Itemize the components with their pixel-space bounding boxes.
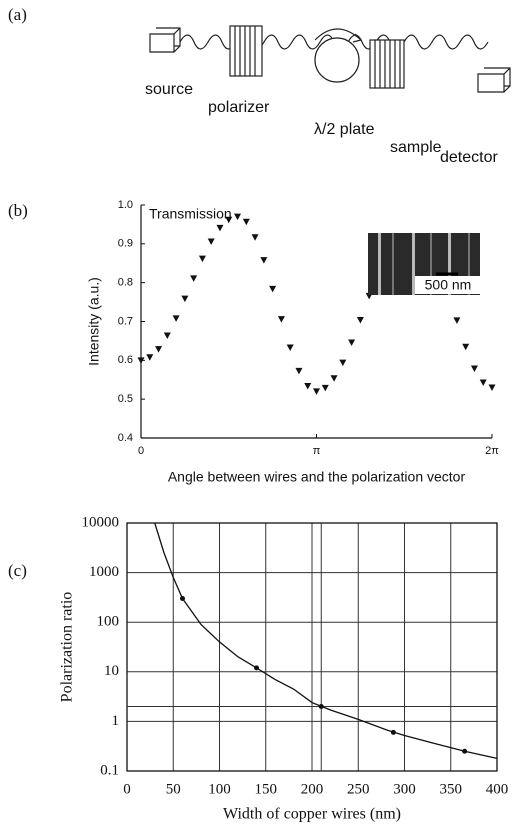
data-line [154,522,498,759]
data-point [242,218,250,226]
inset-label-bg [415,276,481,294]
x-tick-label: π [313,445,321,457]
y-tick-label: 0.5 [118,393,133,405]
data-point [260,257,268,264]
x-tick-label: 150 [255,781,278,797]
source-box [149,27,181,53]
inset-wire [412,233,415,295]
data-point [295,367,303,375]
x-tick-label: 50 [166,781,181,797]
inset-wire [430,233,432,295]
y-tick-label: 0.1 [100,762,119,778]
x-tick-label: 300 [393,781,416,797]
detector-box [477,67,511,93]
arrow-head [352,33,363,43]
data-point [225,216,233,224]
x-tick-label: 2π [485,445,499,457]
diagram-label: detector [440,149,498,166]
sample [369,39,405,89]
polarizer-lines [234,26,256,76]
data-point [390,729,396,735]
panel-label: (c) [8,561,27,580]
y-axis-title: Intensity (a.u.) [86,277,102,366]
data-point [304,382,312,390]
diagram-label: source [145,81,193,98]
data-point [216,224,224,232]
data-point [356,316,364,324]
x-tick-label: 400 [486,781,509,797]
y-tick-label: 100 [97,614,120,630]
data-point [488,384,496,392]
data-point [155,346,163,353]
chart-panel: (c) 0.1 1 10 100 1000 10000 0 50 100 150 200 250 300 3… [8,514,508,822]
data-point [348,339,356,346]
chart-panel: (b) 0.4 0.5 0.6 0.7 0.8 0.9 1.0 0 π 2π Angle betwee… [8,199,499,485]
data-point [163,332,171,339]
y-tick-label: 10 [104,663,119,679]
data-point [234,213,242,221]
diagram-label: polarizer [208,99,270,116]
inset-wire [392,233,394,295]
data-point [277,316,285,323]
data-point [137,357,145,364]
data-point [470,365,478,372]
data-point [479,379,487,386]
y-tick-label: 0.8 [118,277,133,289]
data-point [207,238,215,246]
y-tick-label: 1000 [89,564,119,580]
data-point [462,748,468,754]
data-point [269,285,277,293]
diagram-label: λ/2 plate [314,121,375,138]
x-tick-label: 0 [123,781,131,797]
diagram-label: sample [390,139,442,156]
inset-wire [468,233,470,295]
data-point [321,384,329,392]
inset-label: 500 nm [425,277,472,293]
data-point [181,295,189,303]
data-point [462,343,470,351]
data-point [172,315,180,322]
data-point [330,375,338,382]
inset-wire [448,233,451,295]
data-point [254,665,259,671]
y-tick-label: 0.7 [118,315,133,327]
annotation: Transmission [149,206,232,222]
y-tick-label: 0.9 [118,238,133,250]
data-point [453,317,461,324]
x-tick-label: 100 [208,781,231,797]
panel-label: (b) [8,201,28,220]
y-tick-label: 0.4 [118,432,133,444]
panel-label: (a) [8,5,27,24]
x-tick-label: 350 [440,781,463,797]
y-tick-label: 0.6 [118,354,133,366]
inset-wire [378,233,381,295]
sample-lines [374,40,401,88]
y-tick-label: 1.0 [118,199,133,211]
data-point [286,344,294,352]
plot-frame [126,522,498,772]
y-axis-title: Polarization ratio [59,592,76,703]
half-wave-plate [314,37,360,83]
data-point [251,234,259,241]
x-tick-label: 200 [301,781,324,797]
data-point [180,596,185,602]
x-tick-label: 0 [138,445,144,457]
x-axis-title: Width of copper wires (nm) [223,806,401,823]
x-axis-title: Angle between wires and the polarization… [168,469,466,485]
y-tick-label: 1 [112,713,120,729]
data-point [318,703,324,709]
data-point [146,354,154,361]
data-point [190,275,198,282]
y-tick-label: 10000 [82,514,120,530]
diagram: (a) source polarizer λ/2 plate sample de… [8,5,511,166]
x-tick-label: 250 [347,781,370,797]
inset-image: 500 nm [368,233,481,295]
data-point [313,388,320,395]
data-point [339,359,347,367]
data-point [198,255,206,263]
